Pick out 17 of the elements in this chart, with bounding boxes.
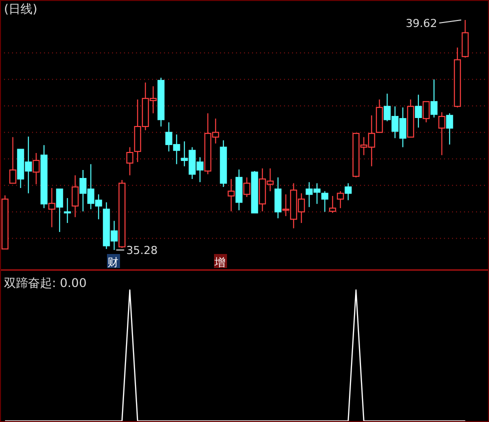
annotation: 35.28 — [126, 244, 158, 257]
candlestick — [32, 152, 40, 185]
candlestick — [236, 168, 242, 211]
candlestick — [126, 146, 134, 176]
candlestick — [228, 178, 235, 212]
candlestick — [438, 112, 446, 156]
candlestick — [64, 198, 71, 224]
candlestick — [414, 94, 422, 128]
chart-title: (日线) — [4, 2, 38, 16]
chart-title: 双蹄奋起: 0.00 — [4, 276, 87, 290]
text: 财 — [108, 256, 118, 269]
annotation: 39.62 — [406, 17, 438, 30]
candlestick — [336, 190, 344, 209]
candlestick — [48, 187, 56, 228]
text: 增 — [214, 256, 226, 269]
candlestick — [321, 190, 328, 212]
candlestick — [72, 174, 79, 218]
